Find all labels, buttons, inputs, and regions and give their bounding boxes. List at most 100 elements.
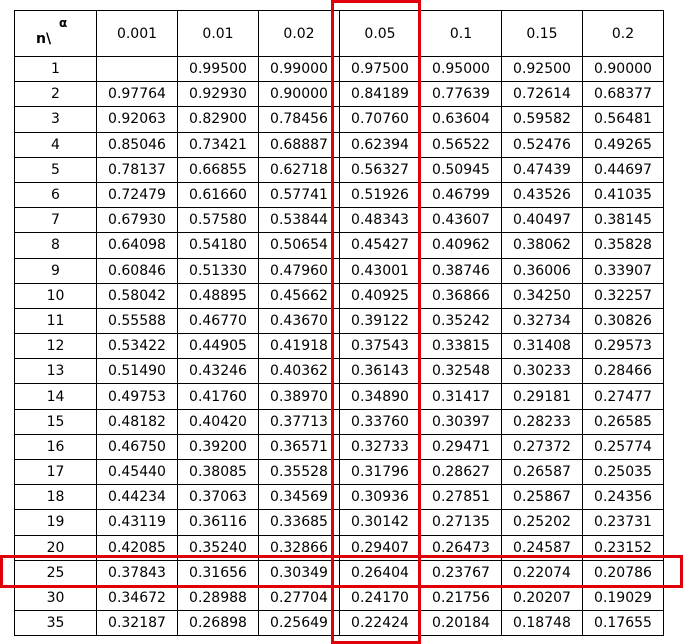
value-cell: 0.47960 xyxy=(258,257,340,284)
value-cell: 0.39122 xyxy=(339,307,421,335)
value-cell: 0.35242 xyxy=(420,307,502,335)
value-cell: 0.49265 xyxy=(582,131,664,158)
row-label-cell: 3 xyxy=(14,106,97,133)
table-row: 5 0.78137 0.66855 0.62718 0.56327 0.50945 0.47… xyxy=(14,156,664,183)
value-cell: 0.43670 xyxy=(258,307,340,335)
row-label-cell: 12 xyxy=(14,333,97,360)
value-cell: 0.55588 xyxy=(96,307,178,335)
value-cell: 0.97764 xyxy=(96,81,178,108)
value-cell: 0.51330 xyxy=(177,257,259,284)
value-cell: 0.68377 xyxy=(582,81,664,108)
value-cell: 0.44234 xyxy=(96,484,178,511)
value-cell: 0.57580 xyxy=(177,207,259,234)
value-cell: 0.29181 xyxy=(501,383,583,410)
value-cell: 0.44905 xyxy=(177,333,259,360)
row-label-cell: 17 xyxy=(14,458,97,486)
value-cell: 0.23152 xyxy=(582,534,664,561)
value-cell: 0.34890 xyxy=(339,383,421,410)
value-cell: 0.45440 xyxy=(96,458,178,486)
value-cell: 0.82900 xyxy=(177,106,259,133)
value-cell: 0.68887 xyxy=(258,131,340,158)
value-cell: 0.70760 xyxy=(339,106,421,133)
value-cell: 0.62394 xyxy=(339,131,421,158)
row-label-cell: 19 xyxy=(14,509,97,536)
value-cell: 0.34672 xyxy=(96,584,178,612)
value-cell: 0.47439 xyxy=(501,156,583,183)
value-cell: 0.32257 xyxy=(582,282,664,309)
value-cell: 0.43001 xyxy=(339,257,421,284)
table-row: 9 0.60846 0.51330 0.47960 0.43001 0.38746 0.36… xyxy=(14,257,664,284)
value-cell: 0.26404 xyxy=(339,559,421,586)
row-label-cell: 10 xyxy=(14,282,97,309)
table-row: 35 0.32187 0.26898 0.25649 0.22424 0.20184 0.1… xyxy=(14,610,664,637)
value-cell: 0.28466 xyxy=(582,358,664,385)
value-cell: 0.40962 xyxy=(420,232,502,259)
row-label-cell: 11 xyxy=(14,307,97,335)
value-cell: 0.29573 xyxy=(582,333,664,360)
value-cell: 0.54180 xyxy=(177,232,259,259)
value-cell: 0.43119 xyxy=(96,509,178,536)
value-cell: 0.92500 xyxy=(501,55,583,83)
value-cell: 0.78456 xyxy=(258,106,340,133)
column-header: 0.001 xyxy=(96,10,178,57)
row-label-cell: 25 xyxy=(14,559,97,586)
value-cell: 0.29407 xyxy=(339,534,421,561)
corner-cell: n\ α xyxy=(14,10,97,57)
value-cell: 0.90000 xyxy=(258,81,340,108)
value-cell: 0.31417 xyxy=(420,383,502,410)
value-cell: 0.50945 xyxy=(420,156,502,183)
value-cell: 0.38062 xyxy=(501,232,583,259)
table-row: 20 0.42085 0.35240 0.32866 0.29407 0.26473 0.2… xyxy=(14,534,664,561)
value-cell: 0.25867 xyxy=(501,484,583,511)
value-cell: 0.32187 xyxy=(96,610,178,637)
value-cell: 0.26587 xyxy=(501,458,583,486)
column-header: 0.15 xyxy=(501,10,583,57)
value-cell: 0.42085 xyxy=(96,534,178,561)
table-row: 3 0.92063 0.82900 0.78456 0.70760 0.63604 0.59… xyxy=(14,106,664,133)
value-cell: 0.46799 xyxy=(420,181,502,209)
table-row: 15 0.48182 0.40420 0.37713 0.33760 0.30397 0.2… xyxy=(14,408,664,435)
value-cell: 0.51490 xyxy=(96,358,178,385)
value-cell: 0.56481 xyxy=(582,106,664,133)
value-cell: 0.41918 xyxy=(258,333,340,360)
critical-values-table: n\ α 0.001 0.01 0.02 0.05 0.1 0.15 0.2 1… xyxy=(14,10,664,637)
value-cell: 0.36116 xyxy=(177,509,259,536)
critical-values-table-container: n\ α 0.001 0.01 0.02 0.05 0.1 0.15 0.2 1… xyxy=(14,10,664,637)
row-label-cell: 6 xyxy=(14,181,97,209)
value-cell: 0.38746 xyxy=(420,257,502,284)
row-label-cell: 20 xyxy=(14,534,97,561)
value-cell: 0.24587 xyxy=(501,534,583,561)
value-cell: 0.24356 xyxy=(582,484,664,511)
value-cell: 0.36006 xyxy=(501,257,583,284)
value-cell: 0.35240 xyxy=(177,534,259,561)
value-cell: 0.29471 xyxy=(420,433,502,461)
table-body: 1 0.99500 0.99000 0.97500 0.95000 0.92500 0.90… xyxy=(14,55,664,637)
row-label-cell: 2 xyxy=(14,81,97,108)
value-cell: 0.30142 xyxy=(339,509,421,536)
row-label-cell: 30 xyxy=(14,584,97,612)
value-cell: 0.34250 xyxy=(501,282,583,309)
value-cell: 0.78137 xyxy=(96,156,178,183)
value-cell: 0.37843 xyxy=(96,559,178,586)
value-cell: 0.27704 xyxy=(258,584,340,612)
value-cell: 0.43607 xyxy=(420,207,502,234)
table-row: 10 0.58042 0.48895 0.45662 0.40925 0.36866 0.3… xyxy=(14,282,664,309)
value-cell: 0.33907 xyxy=(582,257,664,284)
value-cell: 0.45427 xyxy=(339,232,421,259)
value-cell: 0.37543 xyxy=(339,333,421,360)
value-cell: 0.18748 xyxy=(501,610,583,637)
table-row: 19 0.43119 0.36116 0.33685 0.30142 0.27135 0.2… xyxy=(14,509,664,536)
row-axis-label: n\ xyxy=(36,31,52,47)
value-cell: 0.27477 xyxy=(582,383,664,410)
value-cell: 0.43246 xyxy=(177,358,259,385)
row-label-cell: 5 xyxy=(14,156,97,183)
value-cell: 0.56327 xyxy=(339,156,421,183)
value-cell: 0.84189 xyxy=(339,81,421,108)
value-cell: 0.27372 xyxy=(501,433,583,461)
row-label-cell: 1 xyxy=(14,55,97,83)
value-cell: 0.33685 xyxy=(258,509,340,536)
table-row: 1 0.99500 0.99000 0.97500 0.95000 0.92500 0.90… xyxy=(14,55,664,83)
value-cell: 0.31796 xyxy=(339,458,421,486)
value-cell: 0.44697 xyxy=(582,156,664,183)
table-row: 7 0.67930 0.57580 0.53844 0.48343 0.43607 0.40… xyxy=(14,207,664,234)
